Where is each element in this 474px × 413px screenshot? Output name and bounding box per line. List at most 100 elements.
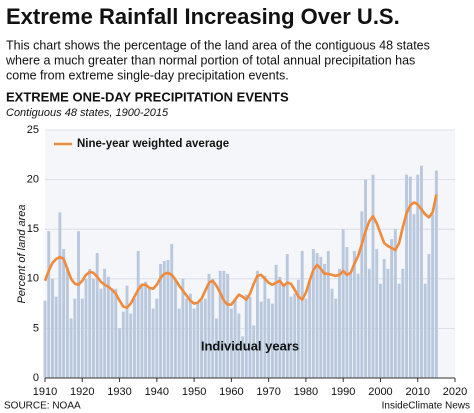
bar xyxy=(84,278,88,378)
description-line: where a much greater than normal portion… xyxy=(5,53,415,67)
bar xyxy=(73,298,77,378)
y-tick-label: 5 xyxy=(33,322,39,334)
bar xyxy=(338,268,341,378)
bar xyxy=(256,270,259,378)
bar xyxy=(106,276,110,378)
average-line xyxy=(43,194,438,309)
bar xyxy=(263,275,267,378)
bar xyxy=(349,273,353,378)
bar xyxy=(423,283,427,378)
x-tick-label: 1930 xyxy=(107,386,131,398)
x-tick-label: 1970 xyxy=(256,386,280,398)
bar xyxy=(386,268,390,378)
bar xyxy=(330,288,334,378)
bar xyxy=(416,174,420,378)
bar xyxy=(270,303,274,378)
x-tick-label: 2010 xyxy=(405,386,429,398)
bar xyxy=(226,273,230,378)
bar xyxy=(360,211,364,378)
bar xyxy=(285,254,289,378)
bar xyxy=(278,276,282,378)
bar xyxy=(51,278,54,378)
bar xyxy=(147,286,151,378)
bar xyxy=(382,258,386,378)
bar xyxy=(420,165,423,378)
y-tick-label: 25 xyxy=(27,124,39,136)
y-tick-label: 20 xyxy=(27,174,39,186)
bar xyxy=(159,263,162,378)
bar xyxy=(375,249,379,378)
bar xyxy=(95,253,99,378)
x-tick-label: 1980 xyxy=(294,386,318,398)
x-tick-label: 1940 xyxy=(145,386,169,398)
bar xyxy=(65,268,69,378)
bar xyxy=(401,268,405,378)
bar xyxy=(170,244,174,378)
bar xyxy=(259,301,263,378)
credit: InsideClimate News xyxy=(382,401,470,412)
bar xyxy=(133,298,136,378)
bar xyxy=(319,256,323,378)
y-tick-label: 15 xyxy=(27,223,39,235)
x-tick-label: 2000 xyxy=(368,386,392,398)
bar xyxy=(121,311,125,378)
bar xyxy=(69,318,73,378)
bar xyxy=(431,214,435,378)
bar xyxy=(211,278,215,378)
bar xyxy=(207,273,211,378)
subtitle: Contiguous 48 states, 1900-2015 xyxy=(6,107,169,119)
bar xyxy=(58,212,62,378)
legend-label: Nine-year weighted average xyxy=(77,138,229,150)
bar xyxy=(356,273,360,378)
bar xyxy=(136,251,140,378)
bar xyxy=(88,268,92,378)
bar xyxy=(80,298,84,378)
source: SOURCE: NOAA xyxy=(4,401,81,412)
x-tick-label: 1950 xyxy=(182,386,206,398)
bar xyxy=(300,251,304,378)
bar xyxy=(334,298,338,378)
bar xyxy=(140,283,144,378)
bar xyxy=(54,296,58,378)
bar xyxy=(393,229,397,378)
bar xyxy=(151,308,155,378)
bar xyxy=(237,313,241,378)
description-line: come from extreme single-day precipitati… xyxy=(6,68,289,82)
y-tick-label: 10 xyxy=(27,273,39,285)
description-line: This chart shows the percentage of the l… xyxy=(6,38,430,52)
bar xyxy=(99,288,103,378)
bar xyxy=(345,247,349,378)
bar xyxy=(274,264,278,378)
bar xyxy=(282,283,285,378)
bar xyxy=(162,260,166,378)
bar xyxy=(103,268,107,378)
bar xyxy=(144,281,148,378)
bar xyxy=(371,174,375,378)
bar xyxy=(233,298,237,378)
bar xyxy=(244,294,248,378)
bar xyxy=(155,298,159,378)
bar xyxy=(47,231,51,378)
bar xyxy=(125,285,129,378)
bar xyxy=(405,174,408,378)
bar xyxy=(304,298,308,378)
y-axis-label: Percent of land area xyxy=(16,204,28,303)
bar xyxy=(252,325,256,378)
bar xyxy=(118,328,121,378)
x-tick-label: 1960 xyxy=(219,386,243,398)
bar xyxy=(222,270,226,378)
bar xyxy=(367,268,371,378)
bar xyxy=(352,251,356,378)
bar xyxy=(427,254,431,378)
y-tick-label: 0 xyxy=(33,372,39,384)
bar xyxy=(341,229,345,378)
bar xyxy=(323,263,326,378)
bar xyxy=(129,313,133,378)
bar xyxy=(412,214,416,378)
title: Extreme Rainfall Increasing Over U.S. xyxy=(6,4,400,29)
bar xyxy=(397,283,401,378)
bar xyxy=(434,170,438,378)
x-tick-label: 1910 xyxy=(33,386,57,398)
bar xyxy=(364,179,367,378)
bar xyxy=(174,278,177,378)
